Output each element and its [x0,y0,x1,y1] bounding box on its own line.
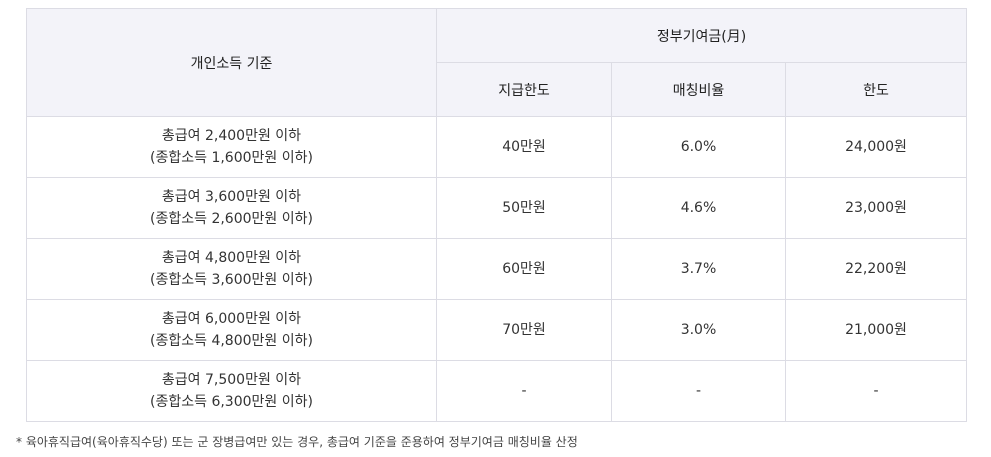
value-cell: - [436,360,612,422]
income-line: 총급여 2,400만원 이하 [161,128,302,144]
income-line: (종합소득 1,600만원 이하) [150,150,313,166]
contribution-table: 개인소득 기준 정부기여금(月) 지급한도 매칭비율 한도 총급여 2,400만… [26,8,967,422]
header-cell: 매칭비율 [611,62,786,117]
value-cell: - [785,360,967,422]
value-cell: - [611,360,786,422]
footnote: * 육아휴직급여(육아휴직수당) 또는 군 장병급여만 있는 경우, 총급여 기… [16,435,578,449]
table-body: 총급여 2,400만원 이하 (종합소득 1,600만원 이하) 40만원 6.0% 2… [26,116,967,422]
table-row: 총급여 3,600만원 이하 (종합소득 2,600만원 이하) 50만원 4.6% 2… [26,177,967,239]
income-cell: 총급여 7,500만원 이하 (종합소득 6,300만원 이하) [26,360,437,422]
income-line: (종합소득 3,600만원 이하) [150,272,313,288]
income-line: 총급여 6,000만원 이하 [161,311,302,327]
header-cell: 정부기여금(月) [436,8,967,63]
header-cell: 지급한도 [436,62,612,117]
header-cell: 한도 [785,62,967,117]
value-cell: 3.7% [611,238,786,300]
value-cell: 50만원 [436,177,612,239]
value-cell: 3.0% [611,299,786,361]
value-cell: 40만원 [436,116,612,178]
income-line: (종합소득 2,600만원 이하) [150,211,313,227]
value-cell: 70만원 [436,299,612,361]
table-row: 총급여 2,400만원 이하 (종합소득 1,600만원 이하) 40만원 6.0% 2… [26,116,967,178]
value-cell: 4.6% [611,177,786,239]
income-cell: 총급여 3,600만원 이하 (종합소득 2,600만원 이하) [26,177,437,239]
header-cell: 개인소득 기준 [26,8,437,117]
income-line: 총급여 4,800만원 이하 [161,250,302,266]
table-row: 총급여 6,000만원 이하 (종합소득 4,800만원 이하) 70만원 3.0% 2… [26,299,967,361]
value-cell: 6.0% [611,116,786,178]
income-cell: 총급여 2,400만원 이하 (종합소득 1,600만원 이하) [26,116,437,178]
income-line: (종합소득 6,300만원 이하) [150,394,313,410]
value-cell: 22,200원 [785,238,967,300]
value-cell: 23,000원 [785,177,967,239]
value-cell: 60만원 [436,238,612,300]
income-line: 총급여 3,600만원 이하 [161,189,302,205]
value-cell: 21,000원 [785,299,967,361]
table-row: 총급여 7,500만원 이하 (종합소득 6,300만원 이하) - - - [26,360,967,422]
value-cell: 24,000원 [785,116,967,178]
table-row: 총급여 4,800만원 이하 (종합소득 3,600만원 이하) 60만원 3.7% 2… [26,238,967,300]
income-cell: 총급여 4,800만원 이하 (종합소득 3,600만원 이하) [26,238,437,300]
income-line: (종합소득 4,800만원 이하) [150,333,313,349]
income-cell: 총급여 6,000만원 이하 (종합소득 4,800만원 이하) [26,299,437,361]
income-line: 총급여 7,500만원 이하 [161,372,302,388]
